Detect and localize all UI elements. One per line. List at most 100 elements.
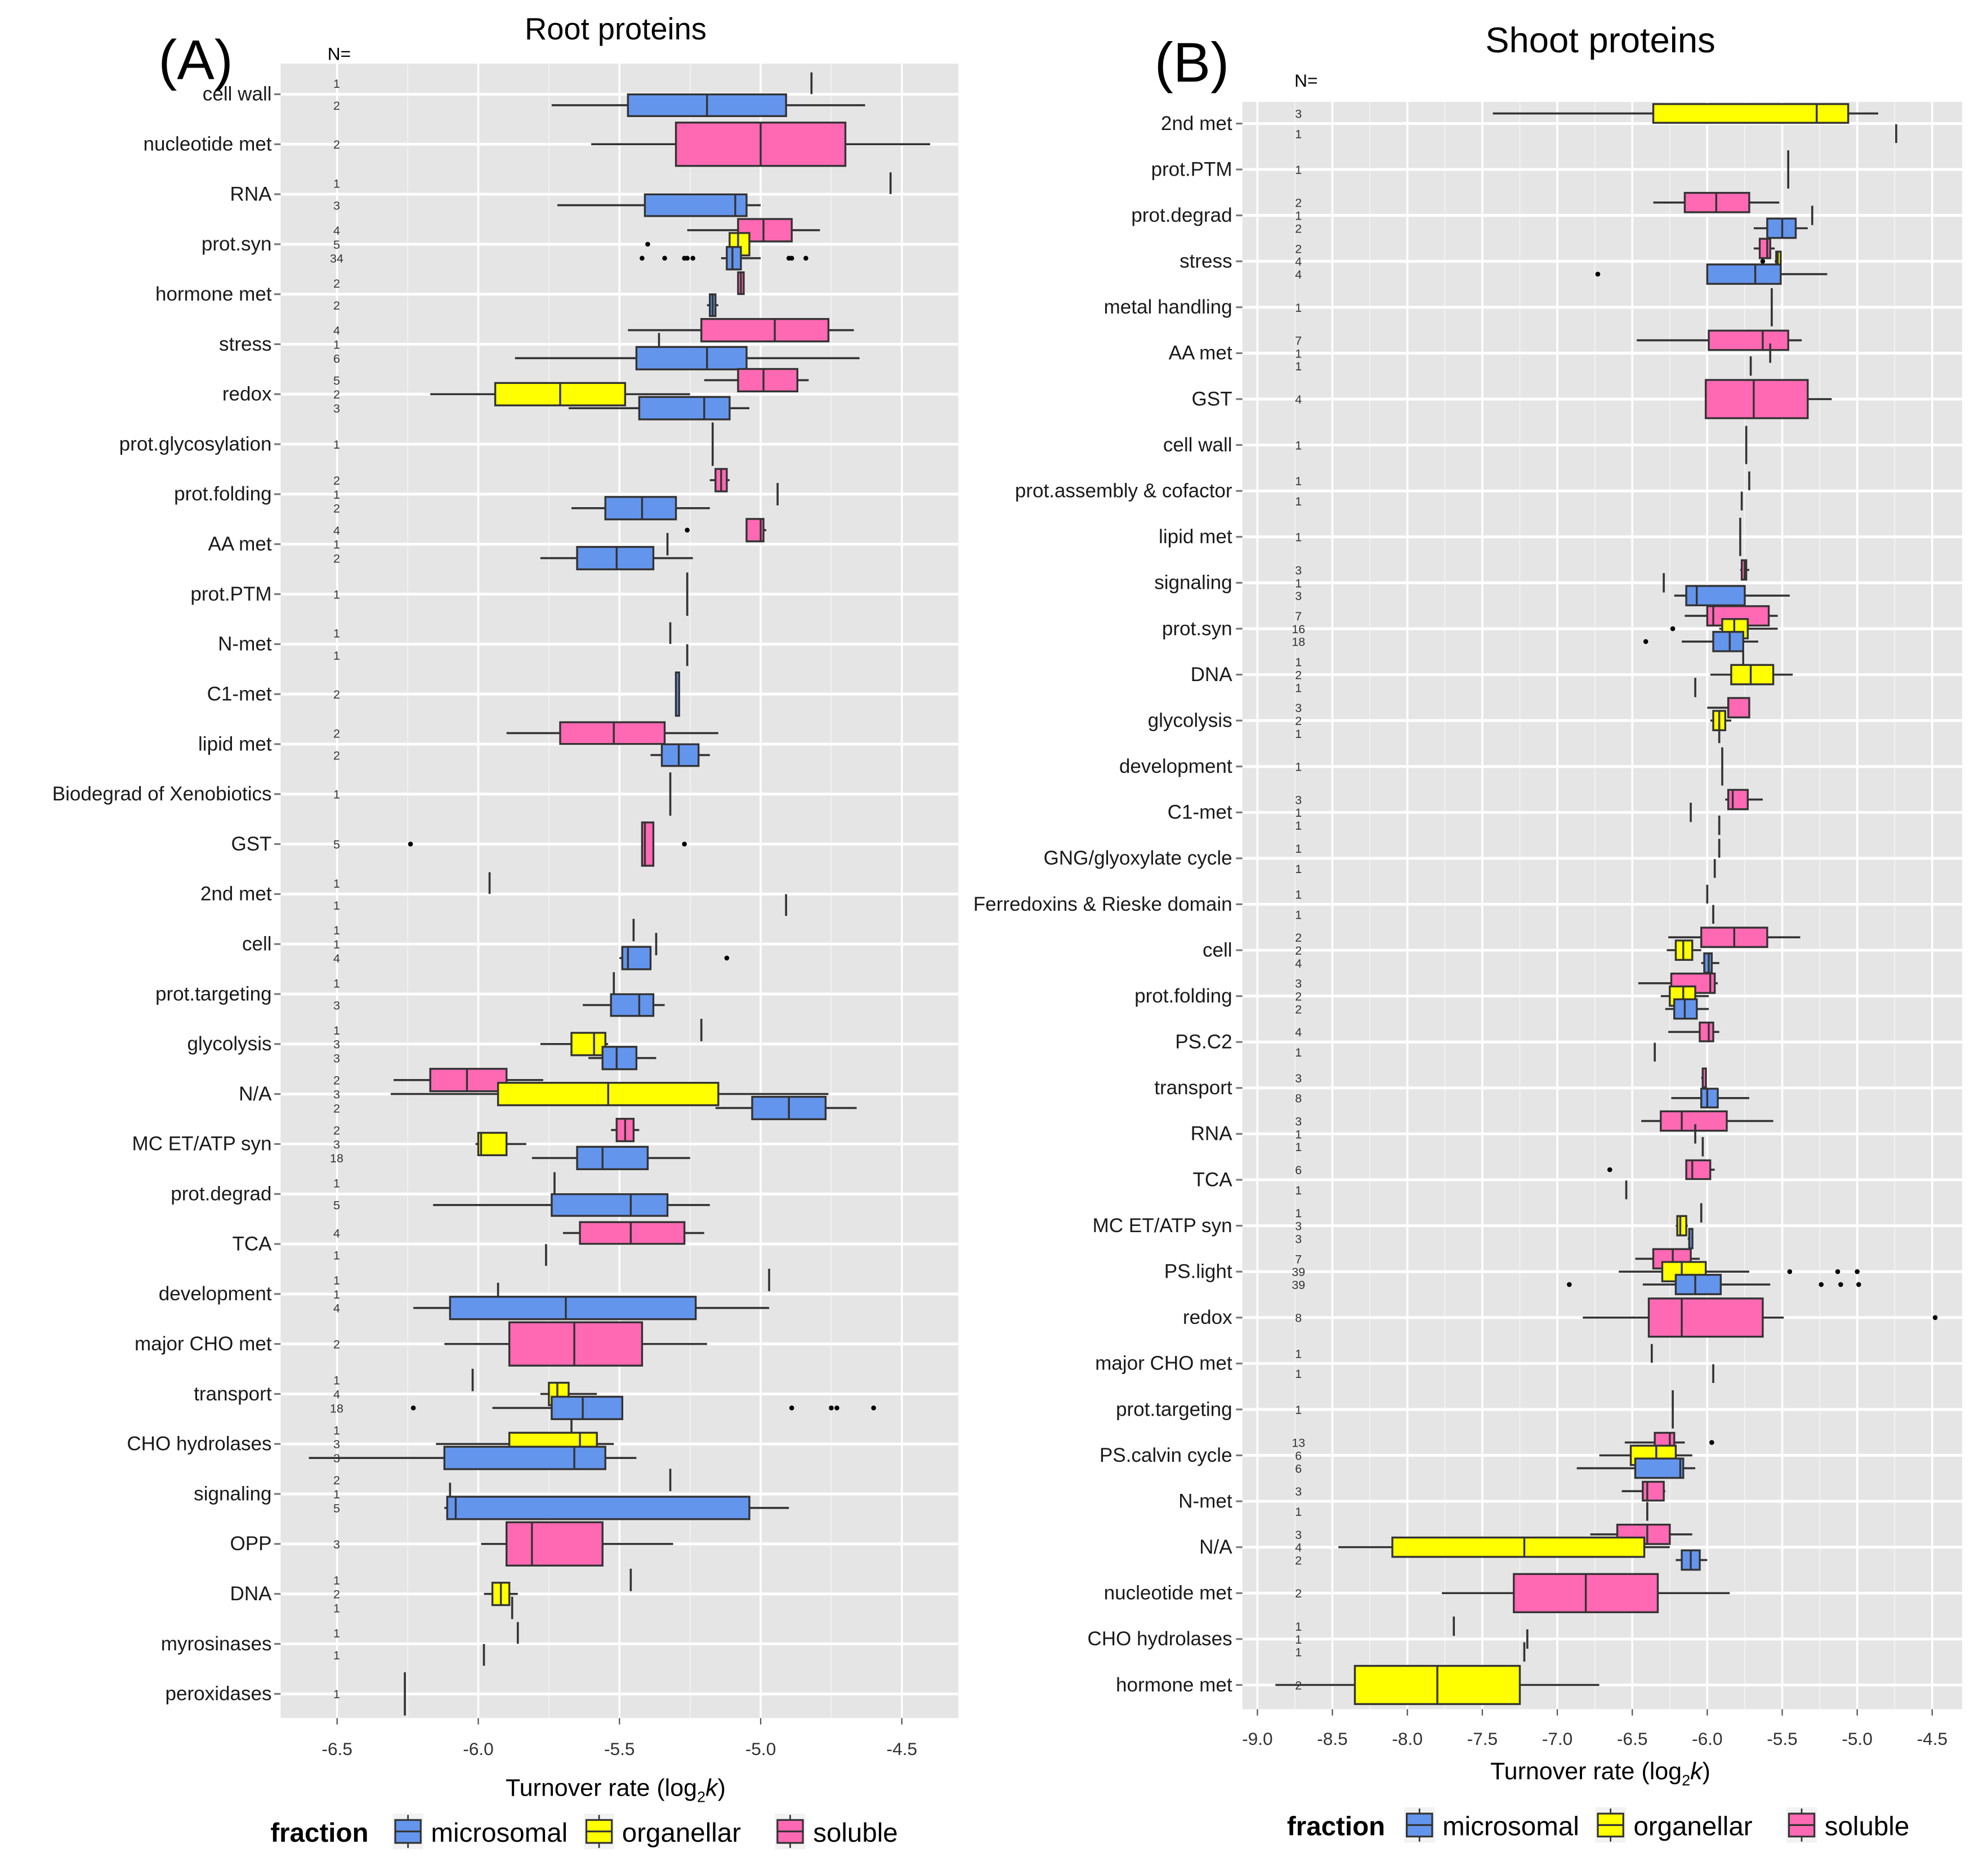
n-count-label: 1: [1295, 531, 1302, 544]
x-tick-label: -8.5: [1317, 1729, 1348, 1749]
box-microsomal: 1: [1295, 747, 1723, 786]
box-iqr: [1712, 630, 1744, 652]
n-count-label: 1: [333, 788, 340, 802]
n-count-label: 34: [330, 252, 343, 266]
n-count-label: 1: [333, 1601, 340, 1615]
category-label: TCA: [232, 1233, 272, 1255]
category-group: 3: [333, 1521, 673, 1567]
box-microsomal: 1: [333, 1672, 406, 1716]
n-count-label: 3: [1295, 589, 1302, 603]
n-count-label: 1: [333, 1688, 340, 1701]
n-count-label: 1: [1295, 727, 1302, 741]
box-soluble: 4: [333, 318, 854, 343]
n-count-label: 13: [1292, 1436, 1305, 1450]
box-soluble: 2: [333, 271, 745, 296]
box-soluble: 3: [1295, 559, 1749, 581]
box-organellar: 2: [333, 382, 690, 406]
box-soluble: 3: [1295, 697, 1750, 719]
box-microsomal: 1: [333, 1596, 513, 1619]
category-label: glycolysis: [187, 1033, 272, 1055]
box-organellar: 3: [333, 1131, 526, 1157]
n-count-label: 2: [1295, 944, 1302, 957]
legend-item-organellar: organellar: [583, 1814, 741, 1850]
n-count-label: 7: [1295, 334, 1302, 347]
box-soluble: 1: [1295, 1203, 1703, 1223]
n-count-label: 2: [333, 138, 340, 151]
outlier-point: [803, 256, 808, 261]
n-count-label: 1: [333, 338, 340, 351]
panel-a-root-proteins: (A) Root proteins N= -6.5 -6.0 -5.5 -5.0 -4.…: [52, 12, 959, 1850]
n-count-label: 16: [1292, 623, 1305, 636]
n-count-label: 1: [1295, 842, 1302, 856]
category-label: metal handling: [1104, 296, 1232, 318]
box-iqr: [508, 1321, 644, 1367]
n-count-label: 3: [1295, 107, 1302, 120]
n-count-label: 4: [333, 1302, 340, 1315]
box-iqr: [559, 721, 666, 745]
box-iqr: [604, 496, 677, 521]
n-count-label: 1: [1295, 908, 1302, 921]
n-count-label: 4: [1295, 957, 1302, 970]
category-group: 22: [333, 721, 718, 767]
box-soluble: 3: [1295, 789, 1763, 811]
outlier-point: [724, 955, 730, 961]
box-soluble: 1: [333, 1368, 474, 1391]
n-count-label: 3: [1295, 563, 1302, 577]
box-microsomal: 1: [1295, 491, 1743, 511]
box-iqr: [1700, 1087, 1719, 1109]
n-count-label: 4: [333, 324, 340, 338]
n-count-label: 1: [1295, 1347, 1302, 1360]
n-count-label: 1: [1295, 1620, 1302, 1633]
box-microsomal: 1: [1295, 124, 1897, 144]
box-soluble: 2: [333, 1321, 707, 1367]
outlier-point: [685, 256, 690, 261]
category-group: 1: [333, 1672, 406, 1716]
box-iqr: [644, 193, 748, 217]
box-soluble: 5: [333, 821, 687, 867]
n-count-label: 2: [1295, 196, 1302, 210]
n-count-label: 1: [1295, 127, 1302, 141]
n-count-label: 1: [333, 1574, 340, 1587]
category-group: 1: [333, 772, 672, 816]
n-count-label: 8: [1295, 1092, 1302, 1105]
legend-title: fraction: [1287, 1811, 1385, 1841]
box-organellar: 3: [333, 1032, 609, 1057]
n-count-label: 1: [1295, 301, 1302, 315]
n-count-label: 1: [1295, 495, 1302, 508]
n-count-label: 3: [1295, 793, 1302, 807]
category-label: MC ET/ATP syn: [132, 1133, 271, 1155]
category-label: redox: [222, 383, 272, 405]
outlier-point: [1787, 1269, 1793, 1274]
x-tick-label: -4.5: [1917, 1729, 1948, 1749]
category-group: 114: [333, 1269, 770, 1321]
n-count-label: 1: [1295, 1367, 1302, 1381]
box-soluble: 3: [1295, 1110, 1773, 1132]
n-count-label: 2: [333, 1474, 340, 1487]
box-microsomal: 2: [1295, 217, 1808, 239]
panel-a-label: (A): [158, 29, 233, 91]
category-group: 41: [333, 1221, 704, 1266]
category-group: 11: [1295, 1344, 1714, 1383]
box-organellar: 1: [1295, 343, 1772, 363]
box-soluble: 3: [333, 1521, 673, 1567]
box-iqr: [601, 1046, 638, 1071]
x-tick-label: -6.0: [1692, 1729, 1723, 1749]
n-count-label: 1: [1295, 1140, 1302, 1154]
box-organellar: 1: [1295, 205, 1813, 225]
n-count-label: 2: [333, 299, 340, 312]
box-microsomal: 1: [1295, 815, 1721, 835]
n-count-label: 2: [1295, 668, 1302, 682]
category-group: 1: [1295, 517, 1741, 556]
box-organellar: 2: [1295, 939, 1701, 961]
category-group: 1: [1295, 1390, 1674, 1429]
box-iqr: [570, 1032, 606, 1057]
category-label: DNA: [230, 1583, 272, 1605]
box-iqr: [579, 1221, 686, 1245]
n-count-label: 2: [1295, 1554, 1302, 1567]
box-microsomal: 1: [333, 644, 689, 666]
box-organellar: 1: [1295, 573, 1665, 593]
category-group: 311: [1295, 1110, 1773, 1157]
outlier-point: [1670, 626, 1676, 632]
category-group: 1: [333, 422, 714, 466]
